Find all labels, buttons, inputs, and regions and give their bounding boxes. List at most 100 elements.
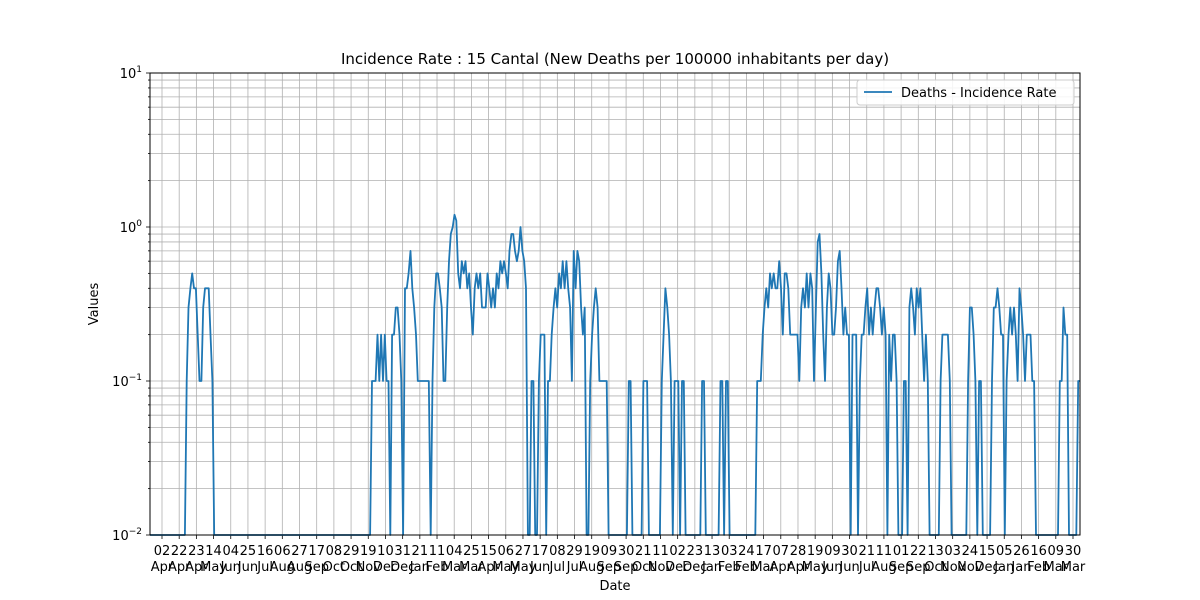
x-tick-month: Jul (548, 560, 565, 575)
plot-area-frame (149, 72, 1081, 536)
x-tick-month: Dec (974, 560, 999, 575)
x-tick-month: Mar (442, 560, 467, 575)
axis-ticks: 10−210−110010102Apr22Apr23Apr14May04Jun2… (112, 65, 1086, 575)
x-tick-month: Jan (409, 560, 430, 575)
x-tick-month: Feb (718, 560, 741, 575)
x-tick-day: 15 (480, 544, 497, 559)
x-tick-day: 11 (876, 544, 893, 559)
x-tick-day: 29 (566, 544, 583, 559)
x-tick-month: May (802, 560, 829, 575)
x-tick-month: Feb (735, 560, 758, 575)
x-tick-day: 17 (308, 544, 325, 559)
x-tick-day: 21 (858, 544, 875, 559)
x-tick-month: Mar (1061, 560, 1086, 575)
x-tick-day: 04 (222, 544, 239, 559)
x-tick-month: Dec (682, 560, 707, 575)
x-tick-month: Apr (477, 560, 500, 575)
x-tick-month: Feb (426, 560, 449, 575)
x-tick-day: 09 (601, 544, 618, 559)
x-tick-day: 19 (360, 544, 377, 559)
x-tick-day: 21 (635, 544, 652, 559)
y-axis-label: Values (87, 283, 102, 326)
x-tick-day: 22 (171, 544, 188, 559)
x-tick-month: Apr (151, 560, 174, 575)
x-tick-month: Jan (1010, 560, 1031, 575)
x-tick-month: Nov (940, 560, 966, 575)
x-tick-day: 24 (738, 544, 755, 559)
legend-label: Deaths - Incidence Rate (901, 86, 1056, 101)
x-tick-day: 23 (188, 544, 205, 559)
x-tick-month: May (492, 560, 519, 575)
x-tick-month: Sep (597, 560, 622, 575)
x-tick-day: 05 (996, 544, 1013, 559)
x-tick-month: May (200, 560, 227, 575)
x-tick-day: 01 (893, 544, 910, 559)
x-tick-day: 27 (291, 544, 308, 559)
x-tick-day: 30 (841, 544, 858, 559)
x-tick-day: 09 (1048, 544, 1065, 559)
x-tick-month: Jan (701, 560, 722, 575)
legend: Deaths - Incidence Rate (856, 79, 1075, 106)
x-tick-day: 09 (824, 544, 841, 559)
x-tick-day: 24 (962, 544, 979, 559)
x-tick-month: Aug (270, 560, 295, 575)
x-tick-day: 28 (790, 544, 807, 559)
x-tick-day: 19 (583, 544, 600, 559)
y-tick-label: 100 (120, 219, 143, 236)
x-tick-day: 06 (498, 544, 515, 559)
x-tick-day: 16 (257, 544, 274, 559)
x-tick-day: 03 (944, 544, 961, 559)
x-tick-day: 06 (274, 544, 291, 559)
x-tick-day: 27 (515, 544, 532, 559)
x-tick-month: Feb (1027, 560, 1050, 575)
deaths-incidence-line (150, 213, 1080, 536)
x-tick-month: Aug (871, 560, 896, 575)
x-tick-day: 02 (154, 544, 171, 559)
legend-box (856, 79, 1075, 106)
x-tick-month: Sep (889, 560, 914, 575)
x-tick-month: Dec (373, 560, 398, 575)
x-tick-month: Jun (529, 560, 550, 575)
x-tick-month: Aug (287, 560, 312, 575)
x-tick-month: May (510, 560, 537, 575)
y-tick-label: 101 (120, 65, 142, 82)
x-tick-day: 10 (377, 544, 394, 559)
x-tick-day: 29 (343, 544, 360, 559)
x-tick-day: 17 (532, 544, 549, 559)
x-tick-month: Jun (838, 560, 859, 575)
x-tick-month: Nov (648, 560, 674, 575)
x-tick-month: Jul (858, 560, 875, 575)
x-tick-month: Nov (356, 560, 382, 575)
x-tick-month: Oct (924, 560, 946, 575)
x-tick-day: 08 (549, 544, 566, 559)
x-tick-month: Aug (579, 560, 604, 575)
x-tick-day: 22 (910, 544, 927, 559)
x-tick-day: 13 (704, 544, 721, 559)
x-tick-month: Apr (185, 560, 208, 575)
x-tick-month: Mar (459, 560, 484, 575)
x-tick-month: Jul (566, 560, 583, 575)
x-tick-day: 11 (429, 544, 446, 559)
x-tick-day: 08 (326, 544, 343, 559)
x-tick-day: 13 (927, 544, 944, 559)
x-tick-day: 02 (669, 544, 686, 559)
x-tick-month: Dec (390, 560, 415, 575)
x-tick-month: Jul (256, 560, 273, 575)
x-tick-day: 07 (773, 544, 790, 559)
y-tick-label: 10−2 (112, 527, 142, 544)
x-tick-day: 30 (1065, 544, 1082, 559)
chart-title: Incidence Rate : 15 Cantal (New Deaths p… (341, 50, 889, 68)
x-tick-month: Jun (821, 560, 842, 575)
x-tick-day: 11 (652, 544, 669, 559)
x-tick-month: Jun (237, 560, 258, 575)
x-tick-day: 31 (394, 544, 411, 559)
x-tick-month: Sep (614, 560, 639, 575)
x-tick-month: Jun (220, 560, 241, 575)
x-tick-month: Mar (751, 560, 776, 575)
x-tick-month: Apr (770, 560, 793, 575)
x-tick-day: 21 (412, 544, 429, 559)
x-tick-day: 25 (463, 544, 480, 559)
x-tick-month: Oct (323, 560, 345, 575)
x-tick-day: 26 (1013, 544, 1030, 559)
